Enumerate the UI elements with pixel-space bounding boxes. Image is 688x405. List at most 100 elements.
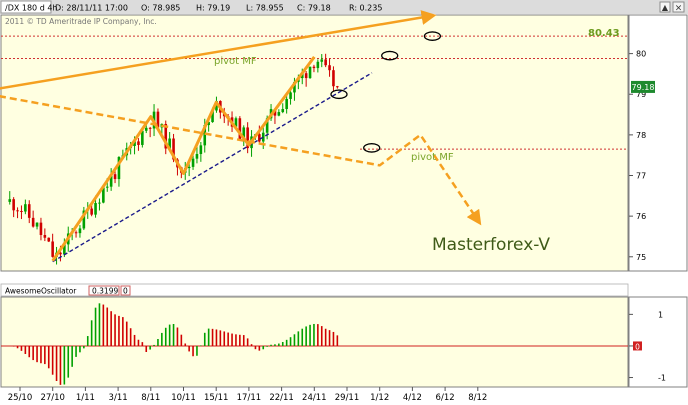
y-tick-label: 78 <box>636 131 646 140</box>
oscillator-value: 0.3199 <box>92 287 118 296</box>
x-tick-label: 10/11 <box>171 393 196 403</box>
osc-tick-label: 1 <box>658 310 663 319</box>
x-tick-label: 8/12 <box>468 393 487 403</box>
candle-body <box>187 166 191 169</box>
candle-body <box>191 158 195 167</box>
candle-body <box>43 235 47 238</box>
last-price-value: 79.18 <box>632 83 655 92</box>
x-tick-label: 6/12 <box>436 393 455 403</box>
x-tick-label: 15/11 <box>204 393 229 403</box>
candle-body <box>94 203 97 215</box>
oscillator-extra-box <box>120 285 131 296</box>
candle-body <box>102 187 105 203</box>
candle-body <box>261 132 265 142</box>
last-price-tag: 79.18 <box>631 80 655 93</box>
osc-tick-label: -1 <box>658 374 666 383</box>
candle-body <box>242 127 246 140</box>
candle-body <box>117 157 121 180</box>
zero-tag: 0 <box>633 341 642 352</box>
high-field: H: 79.19 <box>196 4 230 13</box>
candle-body <box>105 186 109 188</box>
candle-body <box>312 66 316 69</box>
chevron-up-icon: ▲ <box>662 3 669 12</box>
candle-body <box>285 98 288 110</box>
candle-body <box>246 127 249 149</box>
projection-up-arrow <box>0 10 437 90</box>
candle-body <box>304 73 308 79</box>
candle-body <box>258 134 261 142</box>
candle-body <box>90 208 93 215</box>
zigzag-line <box>51 55 316 262</box>
candle-body <box>8 199 12 202</box>
candle-body <box>109 174 113 187</box>
price-y-ticks: 75 76 77 78 79 80 <box>629 50 646 262</box>
candle-body <box>336 86 339 88</box>
oscillator-name: AwesomeOscillator <box>5 287 77 296</box>
candle-body <box>300 73 304 79</box>
x-axis <box>0 388 688 405</box>
candle-body <box>207 122 210 126</box>
candle-body <box>234 118 238 127</box>
low-field: L: 78.955 <box>246 4 284 13</box>
header-symbol-box[interactable] <box>0 0 52 14</box>
marker-ellipse <box>381 50 399 61</box>
candle-body <box>82 210 86 229</box>
candle-body <box>320 59 324 62</box>
candle-body <box>20 210 23 212</box>
y-tick-label: 79 <box>636 90 646 99</box>
candle-body <box>199 145 203 155</box>
candle-body <box>332 70 335 87</box>
y-tick-label: 75 <box>636 253 646 262</box>
y-tick-label: 76 <box>636 212 646 221</box>
symbol-label: /DX 180 d 4h <box>5 4 57 13</box>
candle-body <box>133 141 136 146</box>
x-tick-label: 17/11 <box>237 393 262 403</box>
close-field: C: 79.18 <box>297 4 331 13</box>
candle-body <box>289 92 292 99</box>
candle-body <box>98 202 101 204</box>
candle-body <box>195 154 199 159</box>
y-tick-label: 80 <box>636 50 646 59</box>
x-tick-label: 8/11 <box>141 393 160 403</box>
marker-ellipse <box>363 143 381 153</box>
open-field: O: 78.985 <box>141 4 180 13</box>
x-tick-label: 1/11 <box>76 393 95 403</box>
oscillator-header-bar <box>0 283 629 297</box>
candle-body <box>27 204 31 218</box>
x-tick-label: 25/10 <box>8 393 33 403</box>
candle-body <box>35 222 39 227</box>
x-tick-label: 22/11 <box>269 393 294 403</box>
candle-body <box>316 61 320 69</box>
candle-body <box>265 118 269 133</box>
candle-body <box>12 199 15 211</box>
candle-body <box>39 222 43 236</box>
marker-ellipse <box>423 31 442 41</box>
candle-body <box>148 127 152 129</box>
y-tick-label: 77 <box>636 172 646 181</box>
candle-body <box>328 65 331 71</box>
candle-body <box>281 109 285 113</box>
oscillator-extra: 0 <box>123 287 128 296</box>
watermark-text: Masterforex-V <box>432 235 550 255</box>
pivot-lower-label: pivot MF <box>411 152 454 163</box>
candle-body <box>59 252 62 255</box>
header-bar <box>0 0 688 14</box>
support-trendline <box>52 72 373 263</box>
candle-body <box>51 241 54 257</box>
x-ticks: 25/10 27/10 1/11 3/11 8/11 10/11 15/11 17/11 22/… <box>8 387 487 403</box>
oscillator-value-box <box>88 285 120 296</box>
x-tick-label: 27/10 <box>40 393 65 403</box>
candle-body <box>78 228 82 234</box>
candle-body <box>47 237 51 242</box>
minimize-button[interactable] <box>659 1 671 13</box>
candle-body <box>172 138 175 160</box>
candle-body <box>164 123 168 149</box>
candle-body <box>144 127 148 131</box>
close-button[interactable] <box>672 1 685 13</box>
candle-body <box>215 100 218 111</box>
date-field: D: 28/11/11 17:00 <box>55 4 128 13</box>
candle-body <box>141 130 144 145</box>
candle-body <box>238 118 242 140</box>
price-panel <box>0 14 629 272</box>
pivot-value-label: 80.43 <box>588 28 620 39</box>
